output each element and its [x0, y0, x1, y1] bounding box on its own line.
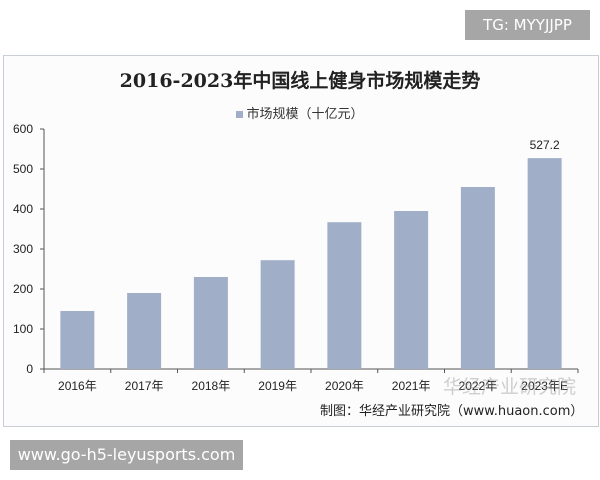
- bar-2023年E: [527, 158, 562, 369]
- x-tick-label: 2023年E: [521, 379, 568, 393]
- x-tick-label: 2017年: [125, 379, 164, 393]
- legend: 市场规模（十亿元）: [0, 103, 600, 122]
- y-tick-label: 0: [26, 362, 33, 376]
- x-tick-label: 2016年: [58, 379, 97, 393]
- x-tick-label: 2021年: [392, 379, 431, 393]
- bar-2017年: [127, 293, 162, 369]
- x-tick-label: 2018年: [192, 379, 231, 393]
- bar-2019年: [260, 260, 295, 369]
- y-tick-label: 400: [13, 202, 33, 216]
- x-tick-label: 2019年: [258, 379, 297, 393]
- x-tick-label: 2022年: [459, 379, 498, 393]
- source-note: 制图：华经产业研究院（www.huaon.com）: [320, 404, 584, 419]
- x-tick-label: 2020年: [325, 379, 364, 393]
- y-tick-label: 100: [13, 322, 33, 336]
- data-label: 527.2: [530, 138, 560, 152]
- chart-frame: [3, 55, 599, 427]
- watermark-top: TG: MYYJJPP: [465, 10, 590, 40]
- y-tick-label: 500: [13, 162, 33, 176]
- bar-2016年: [60, 311, 95, 369]
- watermark-bottom: www.go-h5-leyusports.com: [10, 440, 243, 470]
- bar-2020年: [327, 222, 362, 369]
- legend-swatch: [236, 111, 244, 118]
- logo-watermark: 华经产业研究院: [443, 376, 577, 398]
- y-tick-label: 300: [13, 242, 33, 256]
- bar-2022年: [460, 187, 495, 369]
- bar-2021年: [394, 211, 429, 369]
- legend-label: 市场规模（十亿元）: [246, 107, 364, 122]
- chart-title: 2016-2023年中国线上健身市场规模走势: [119, 70, 481, 92]
- bar-2018年: [193, 277, 228, 369]
- y-tick-label: 600: [13, 122, 33, 136]
- y-tick-label: 200: [13, 282, 33, 296]
